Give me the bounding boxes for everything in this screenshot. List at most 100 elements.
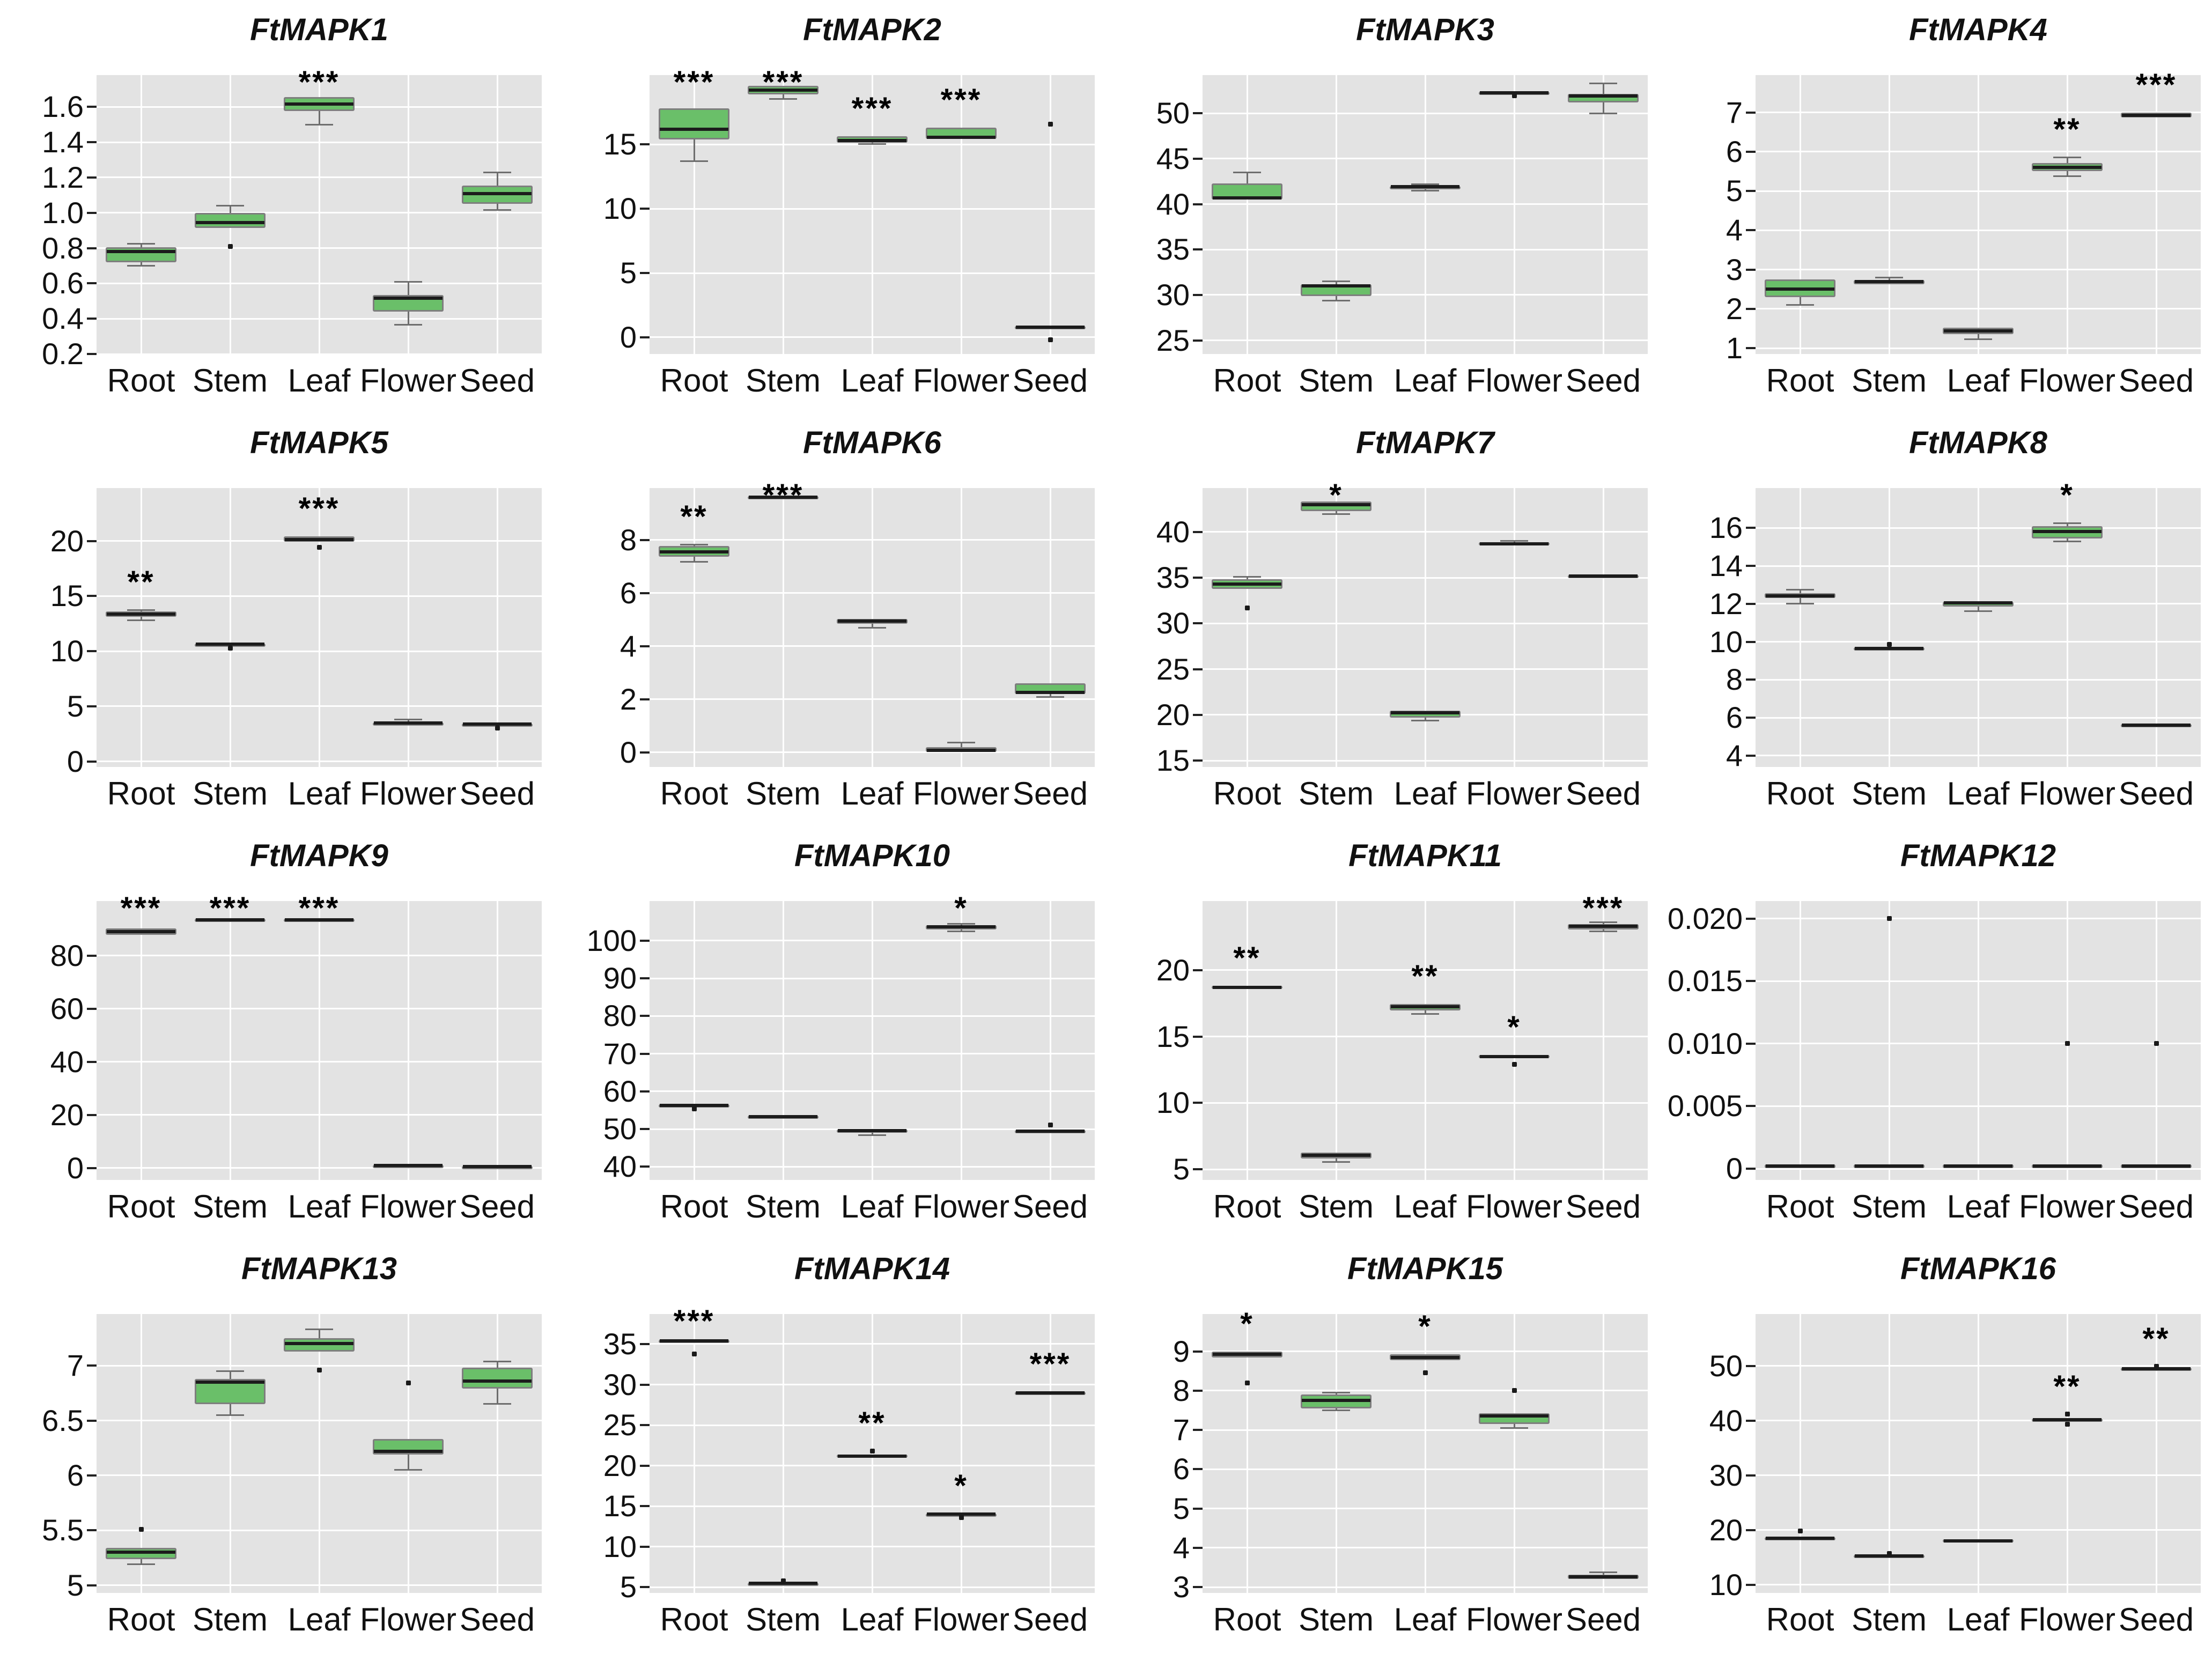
whisker-cap — [216, 205, 244, 207]
y-tick-label: 8 — [1173, 1373, 1190, 1407]
x-gridline — [2066, 488, 2068, 767]
plot-area: 25 30 35 40 45 50 Root Stem Leaf Flower Seed — [1156, 75, 1648, 399]
y-tick-label: 4 — [620, 629, 637, 663]
x-gridline — [496, 488, 498, 767]
whisker-cap — [2053, 156, 2081, 158]
y-tick-label: 5 — [1173, 1152, 1190, 1186]
x-gridline — [1799, 75, 1801, 354]
whisker-cap — [1322, 1161, 1350, 1163]
significance-marker: ** — [2053, 112, 2081, 147]
whisker-cap — [1589, 1571, 1617, 1573]
outlier-point — [780, 1578, 786, 1583]
y-tick-label: 10 — [1709, 624, 1743, 659]
panel-title: FtMAPK4 — [1909, 12, 2047, 47]
significance-marker: *** — [1029, 1347, 1071, 1382]
y-tick-label: 25 — [1156, 323, 1190, 357]
median-line — [1569, 574, 1638, 578]
whisker-cap — [1322, 299, 1350, 301]
x-tick-label: Root — [1766, 776, 1834, 811]
median-line — [1569, 925, 1638, 928]
y-tick-label: 6 — [1173, 1452, 1190, 1486]
median-line — [1213, 1352, 1281, 1356]
median-line — [1480, 1054, 1549, 1058]
outlier-point — [1511, 1062, 1517, 1067]
y-tick-mark — [87, 211, 97, 214]
y-tick-mark — [1193, 668, 1203, 670]
y-tick-mark — [1746, 527, 1756, 529]
x-tick-label: Leaf — [1946, 1189, 2010, 1224]
significance-marker: ** — [1233, 941, 1261, 976]
box — [462, 1368, 533, 1389]
median-line — [660, 1339, 728, 1342]
y-tick-label: 0.2 — [42, 337, 84, 371]
median-line — [1766, 594, 1834, 597]
x-tick-label: Flower — [2018, 1602, 2116, 1637]
significance-marker: *** — [298, 891, 340, 926]
box — [195, 212, 266, 228]
significance-marker: *** — [298, 65, 340, 100]
y-tick-label: 15 — [50, 579, 84, 613]
y-tick-mark — [1746, 1168, 1756, 1170]
median-line — [660, 127, 728, 131]
y-tick-label: 4 — [1726, 738, 1743, 772]
y-tick-label: 10 — [603, 191, 637, 226]
y-tick-mark — [640, 336, 650, 338]
panel-title: FtMAPK3 — [1356, 12, 1494, 47]
x-gridline — [871, 1314, 873, 1593]
x-gridline — [1513, 488, 1515, 767]
panel-FtMAPK11: FtMAPK11 5 10 15 20 Root Stem Leaf Flower Seed ** *… — [1106, 826, 1659, 1239]
plot-area: 3 4 5 6 7 8 9 Root Stem Leaf Flower Seed * * — [1173, 1307, 1648, 1637]
y-tick-mark — [1193, 1035, 1203, 1038]
median-line — [463, 722, 532, 726]
y-tick-mark — [1193, 1468, 1203, 1471]
y-tick-label: 60 — [50, 991, 84, 1025]
x-gridline — [2155, 488, 2157, 767]
y-tick-label: 40 — [1156, 514, 1190, 549]
y-tick-label: 20 — [50, 1097, 84, 1132]
x-tick-label: Seed — [459, 1189, 535, 1224]
x-tick-label: Leaf — [287, 776, 351, 811]
y-tick-mark — [640, 143, 650, 146]
y-tick-mark — [1746, 754, 1756, 757]
significance-marker: ** — [858, 1406, 886, 1441]
y-tick-label: 20 — [1156, 697, 1190, 732]
median-line — [2122, 724, 2191, 727]
median-line — [1855, 1164, 1923, 1168]
y-tick-mark — [1746, 150, 1756, 153]
x-tick-label: Root — [660, 1602, 728, 1637]
x-gridline — [140, 901, 142, 1180]
median-line — [1391, 1355, 1459, 1359]
median-line — [1569, 1575, 1638, 1578]
outlier-point — [2154, 1041, 2159, 1046]
median-line — [1569, 94, 1638, 98]
x-gridline — [693, 901, 695, 1180]
panel-title: FtMAPK14 — [794, 1251, 950, 1286]
y-tick-label: 4 — [1726, 213, 1743, 247]
whisker-line — [1335, 511, 1337, 514]
whisker-line — [140, 243, 142, 247]
x-tick-label: Leaf — [1946, 776, 2010, 811]
y-tick-mark — [1746, 1364, 1756, 1367]
y-tick-label: 40 — [50, 1044, 84, 1079]
outlier-point — [227, 243, 233, 249]
x-tick-label: Flower — [359, 1602, 457, 1637]
outlier-point — [691, 1351, 697, 1356]
y-tick-label: 30 — [603, 1367, 637, 1401]
outlier-point — [1886, 916, 1892, 921]
x-tick-label: Leaf — [1393, 1189, 1457, 1224]
median-line — [374, 721, 443, 725]
plot-area: 40 50 60 70 80 90 100 Root Stem Leaf Flower Seed * — [587, 891, 1095, 1224]
whisker-line — [140, 617, 142, 621]
y-tick-label: 10 — [1709, 1567, 1743, 1602]
median-line — [463, 1379, 532, 1383]
plot-area: 0 5 10 15 20 Root Stem Leaf Flower Seed ** *** — [50, 488, 542, 811]
x-tick-label: Root — [107, 363, 175, 399]
median-line — [374, 1163, 443, 1167]
x-tick-label: Root — [1766, 363, 1834, 399]
y-tick-mark — [87, 282, 97, 285]
x-gridline — [1049, 901, 1051, 1180]
median-line — [1391, 711, 1459, 715]
median-line — [107, 613, 175, 616]
y-tick-label: 0.010 — [1667, 1026, 1743, 1060]
whisker-line — [1335, 281, 1337, 284]
